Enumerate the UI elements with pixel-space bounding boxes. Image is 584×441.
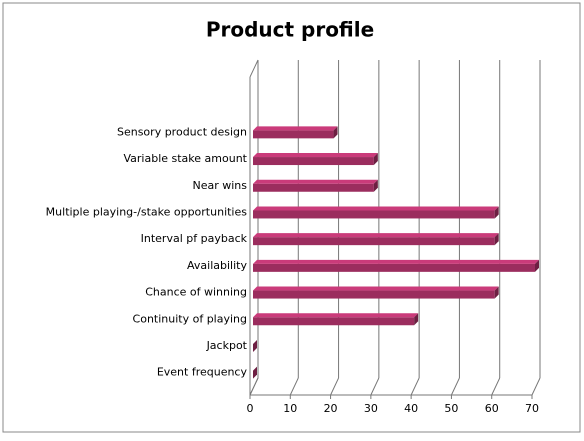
grid-line: [410, 377, 420, 396]
y-tick-label: Continuity of playing: [133, 312, 247, 325]
grid-line: [289, 377, 299, 396]
bar: [253, 237, 495, 246]
bar-top: [253, 259, 539, 264]
y-tick-label: Event frequency: [157, 366, 248, 379]
grid-line: [370, 377, 380, 396]
x-tick-label: 60: [485, 402, 499, 415]
bar: [253, 317, 415, 326]
bar-end: [253, 339, 257, 352]
bar-end: [373, 153, 378, 166]
bar: [253, 290, 495, 299]
grid-line: [531, 377, 541, 396]
x-tick-label: 50: [444, 402, 458, 415]
grid-line: [330, 377, 340, 396]
grid-line: [491, 377, 501, 396]
grid-line: [249, 377, 259, 396]
bar-end: [373, 179, 378, 192]
bar-end: [253, 366, 257, 379]
bar-top: [253, 233, 499, 238]
y-tick-label: Variable stake amount: [123, 152, 247, 165]
y-tick-label: Multiple playing-/stake opportunities: [46, 205, 248, 218]
axis-wall: [249, 59, 259, 78]
bar-top: [253, 126, 338, 131]
grid-line: [450, 377, 460, 396]
chart-title: Product profile: [206, 18, 374, 42]
bar: [253, 263, 535, 272]
bar-top: [253, 206, 499, 211]
bar-end: [333, 126, 338, 139]
x-tick-label: 30: [364, 402, 378, 415]
x-tick-label: 20: [324, 402, 338, 415]
bar-end: [535, 259, 539, 272]
y-tick-label: Near wins: [192, 179, 247, 192]
bar: [253, 210, 495, 219]
bar: [253, 157, 374, 166]
bar-end: [494, 233, 499, 246]
bar-top: [253, 313, 419, 318]
y-tick-label: Availability: [187, 259, 247, 272]
y-tick-label: Sensory product design: [117, 125, 247, 138]
x-tick-label: 0: [247, 402, 254, 415]
y-tick-label: Interval pf payback: [141, 232, 248, 245]
x-tick-label: 70: [525, 402, 539, 415]
bar: [253, 130, 334, 139]
y-tick-label: Jackpot: [206, 339, 248, 352]
bar: [253, 183, 374, 192]
bar-top: [253, 153, 378, 158]
bar-end: [494, 286, 499, 299]
bar-top: [253, 179, 378, 184]
bar-end: [494, 206, 499, 219]
y-tick-label: Chance of winning: [145, 286, 247, 299]
bar-end: [414, 313, 419, 326]
bar-top: [253, 286, 499, 291]
x-tick-label: 40: [404, 402, 418, 415]
x-tick-label: 10: [283, 402, 297, 415]
